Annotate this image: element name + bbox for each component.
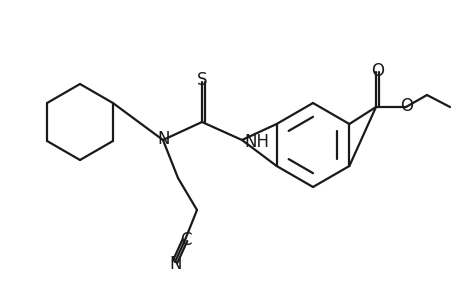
Text: N: N xyxy=(157,130,170,148)
Text: NH: NH xyxy=(243,133,269,151)
Text: O: O xyxy=(400,97,413,115)
Text: S: S xyxy=(196,71,207,89)
Text: C: C xyxy=(180,231,191,249)
Text: N: N xyxy=(169,255,182,273)
Text: O: O xyxy=(371,62,384,80)
